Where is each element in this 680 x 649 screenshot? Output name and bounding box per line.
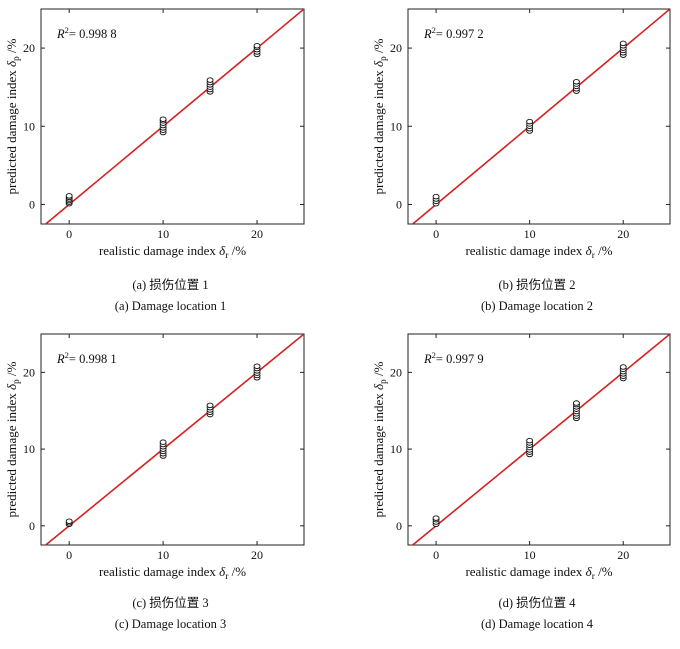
fit-line — [411, 334, 670, 545]
r2-annotation: R2= 0.997 9 — [423, 350, 484, 366]
y-axis-label: predicted damage index δp /% — [4, 38, 22, 194]
y-tick-label: 10 — [390, 119, 402, 133]
y-tick-label: 10 — [23, 119, 35, 133]
x-tick-label: 20 — [251, 227, 263, 241]
y-tick-label: 0 — [29, 197, 35, 211]
plot-frame — [407, 333, 671, 546]
data-point — [65, 518, 73, 524]
chart-panel-2: 0 10 20 0 10 20 R2= 0.997 2 realistic damage in… — [371, 8, 671, 313]
data-point — [206, 402, 214, 409]
caption-en: (a) Damage location 1 — [115, 299, 226, 313]
y-tick-label: 20 — [23, 365, 35, 379]
caption-en: (c) Damage location 3 — [115, 617, 226, 631]
x-tick-label: 10 — [524, 548, 536, 562]
y-axis-label: predicted damage index δp /% — [371, 38, 389, 194]
plot-frame — [40, 8, 305, 225]
data-point — [432, 193, 440, 200]
data-point — [572, 400, 580, 406]
data-point — [526, 437, 534, 444]
x-tick-label: 20 — [617, 227, 629, 241]
r2-annotation: R2= 0.997 2 — [423, 25, 484, 41]
fit-line — [411, 9, 670, 224]
r2-annotation: R2= 0.998 8 — [56, 25, 117, 41]
data-point — [432, 515, 440, 521]
caption-cn: (b) 损伤位置 2 — [498, 277, 575, 292]
x-axis-label: realistic damage index δr /% — [99, 243, 246, 261]
chart-panel-3: 0 10 20 0 10 20 R2= 0.998 1 realistic damage in… — [4, 333, 305, 631]
y-tick-label: 10 — [23, 442, 35, 456]
data-point — [65, 193, 73, 199]
y-tick-label: 0 — [396, 197, 402, 211]
caption-en: (d) Damage location 4 — [481, 617, 594, 631]
x-tick-label: 20 — [617, 548, 629, 562]
y-tick-label: 20 — [23, 41, 35, 55]
x-tick-label: 0 — [433, 227, 439, 241]
r2-annotation: R2= 0.998 1 — [56, 350, 117, 366]
data-point — [253, 42, 261, 49]
data-point — [253, 363, 261, 369]
data-point — [206, 77, 214, 83]
y-axis-label: predicted damage index δp /% — [4, 361, 22, 517]
data-point — [159, 439, 167, 445]
x-tick-label: 10 — [157, 548, 169, 562]
x-tick-label: 20 — [251, 548, 263, 562]
chart-panel-4: 0 10 20 0 10 20 R2= 0.997 9 realistic damage in… — [371, 333, 671, 631]
x-axis-label: realistic damage index δr /% — [465, 564, 612, 582]
data-point — [526, 118, 534, 125]
y-tick-label: 0 — [29, 519, 35, 533]
y-tick-label: 0 — [396, 519, 402, 533]
plot-frame — [407, 8, 671, 225]
caption-cn: (a) 损伤位置 1 — [132, 277, 208, 292]
x-tick-label: 0 — [66, 548, 72, 562]
y-axis-label: predicted damage index δp /% — [371, 361, 389, 517]
x-tick-label: 0 — [433, 548, 439, 562]
chart-panel-1: 0 10 20 0 10 20 R2= 0.998 8 realistic damage in… — [4, 8, 305, 313]
data-point — [619, 364, 627, 370]
fit-line — [44, 334, 304, 545]
data-point — [619, 40, 627, 47]
y-tick-label: 20 — [390, 41, 402, 55]
x-axis-label: realistic damage index δr /% — [465, 243, 612, 261]
x-tick-label: 10 — [157, 227, 169, 241]
y-tick-label: 10 — [390, 442, 402, 456]
x-axis-label: realistic damage index δr /% — [99, 564, 246, 582]
data-point — [159, 116, 167, 122]
plot-frame — [40, 333, 305, 546]
caption-cn: (c) 损伤位置 3 — [132, 595, 208, 610]
fit-line — [44, 9, 304, 224]
caption-en: (b) Damage location 2 — [481, 299, 593, 313]
data-point — [572, 78, 580, 85]
y-tick-label: 20 — [390, 365, 402, 379]
x-tick-label: 0 — [66, 227, 72, 241]
x-tick-label: 10 — [524, 227, 536, 241]
caption-cn: (d) 损伤位置 4 — [498, 595, 576, 610]
